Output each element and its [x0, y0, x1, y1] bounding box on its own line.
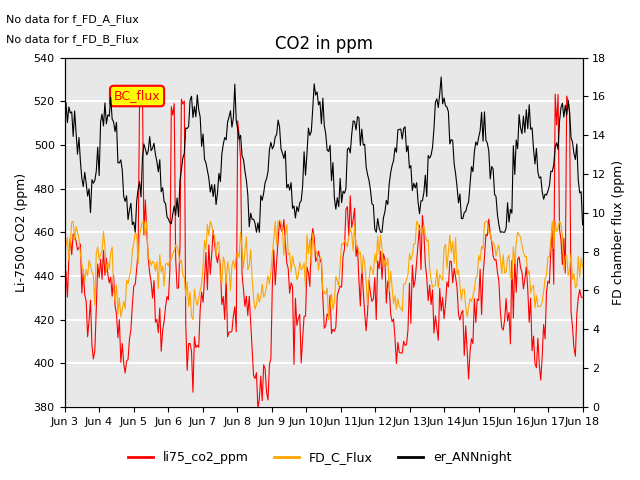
Y-axis label: FD chamber flux (ppm): FD chamber flux (ppm)	[612, 160, 625, 305]
Text: No data for f_FD_A_Flux: No data for f_FD_A_Flux	[6, 14, 140, 25]
Text: No data for f_FD_B_Flux: No data for f_FD_B_Flux	[6, 34, 140, 45]
Legend: li75_co2_ppm, FD_C_Flux, er_ANNnight: li75_co2_ppm, FD_C_Flux, er_ANNnight	[124, 446, 516, 469]
Text: BC_flux: BC_flux	[114, 89, 161, 103]
Y-axis label: Li-7500 CO2 (ppm): Li-7500 CO2 (ppm)	[15, 173, 28, 292]
Title: CO2 in ppm: CO2 in ppm	[275, 35, 372, 53]
